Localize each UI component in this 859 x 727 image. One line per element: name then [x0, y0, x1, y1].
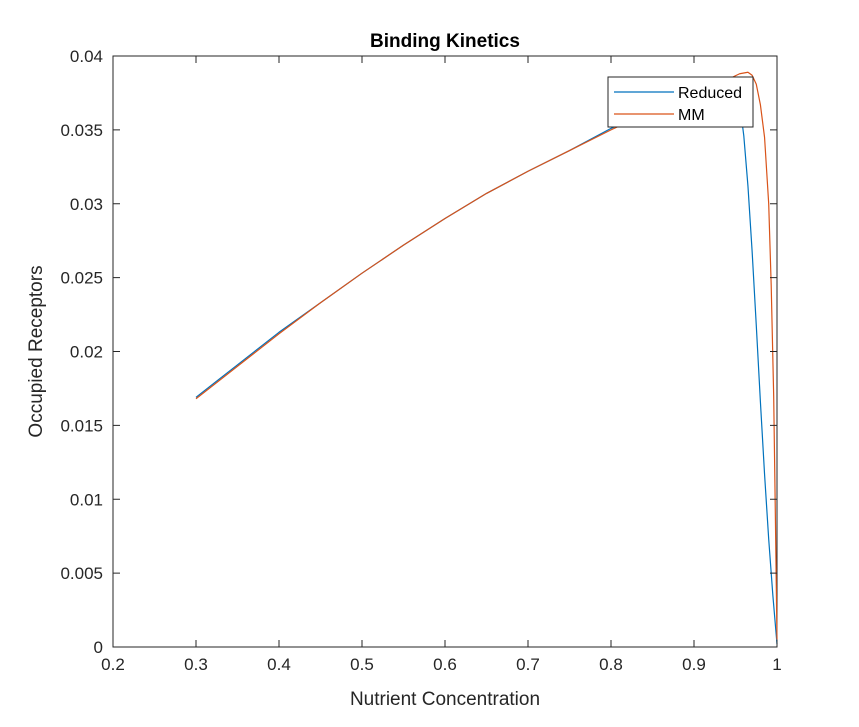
y-tick-label: 0.01	[70, 490, 103, 509]
x-axis: 0.2 0.3 0.4 0.5 0.6 0.7 0.8 0.9 1	[101, 56, 782, 674]
y-tick-label: 0.025	[60, 269, 103, 288]
legend: Reduced MM	[607, 76, 754, 128]
x-tick-label: 0.2	[101, 655, 125, 674]
x-tick-label: 1	[772, 655, 781, 674]
y-axis-title: Occupied Receptors	[26, 265, 47, 437]
x-tick-label: 0.3	[184, 655, 208, 674]
y-tick-label: 0.035	[60, 121, 103, 140]
y-tick-label: 0.03	[70, 195, 103, 214]
x-tick-label: 0.4	[267, 655, 291, 674]
x-axis-title: Nutrient Concentration	[350, 689, 540, 710]
legend-box	[607, 76, 754, 128]
plot-area	[112, 55, 778, 648]
legend-entry: Reduced	[678, 85, 742, 102]
y-tick-label: 0	[94, 638, 103, 657]
y-axis: 0 0.005 0.01 0.015 0.02 0.025 0.03 0.035 0.04	[60, 47, 777, 657]
axes-box	[112, 55, 778, 648]
chart-title: Binding Kinetics	[370, 31, 520, 52]
x-tick-label: 0.6	[433, 655, 457, 674]
x-tick-label: 0.8	[599, 655, 623, 674]
x-tick-label: 0.9	[682, 655, 706, 674]
x-tick-label: 0.5	[350, 655, 374, 674]
y-tick-label: 0.04	[70, 47, 103, 66]
x-tick-label: 0.7	[516, 655, 540, 674]
y-tick-label: 0.005	[60, 564, 103, 583]
y-tick-label: 0.02	[70, 343, 103, 362]
legend-entry: MM	[678, 107, 705, 124]
y-tick-label: 0.015	[60, 416, 103, 435]
